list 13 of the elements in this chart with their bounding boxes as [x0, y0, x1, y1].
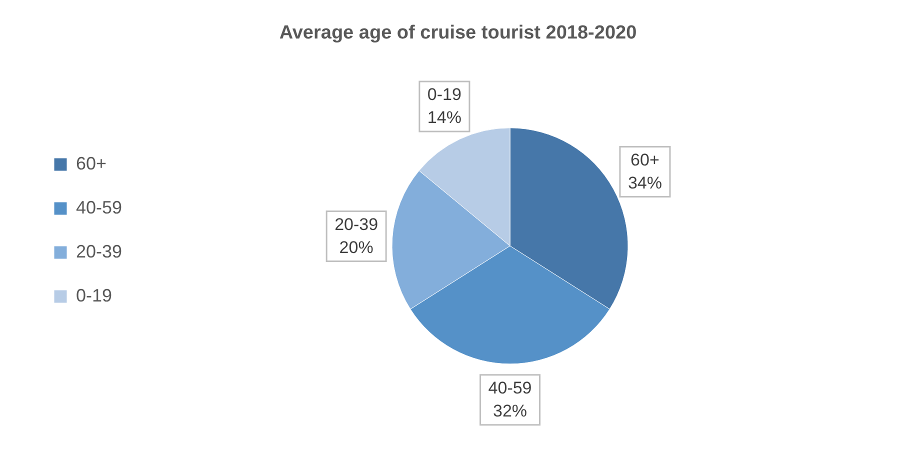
data-label: 20%	[339, 238, 374, 257]
data-label: 34%	[628, 173, 662, 192]
chart-title: Average age of cruise tourist 2018-2020	[279, 22, 637, 44]
legend-label: 40-59	[76, 197, 122, 218]
slice-label: 20-39	[334, 214, 378, 234]
slice-label: 60+	[630, 150, 660, 170]
slice-label: 0-19	[427, 85, 462, 104]
slice-label: 40-59	[488, 378, 532, 398]
legend-label: 20-39	[76, 241, 122, 262]
legend-label: 60+	[76, 153, 107, 174]
legend-label: 0-19	[76, 285, 112, 306]
data-label: 32%	[493, 402, 528, 421]
data-label: 14%	[427, 108, 462, 128]
